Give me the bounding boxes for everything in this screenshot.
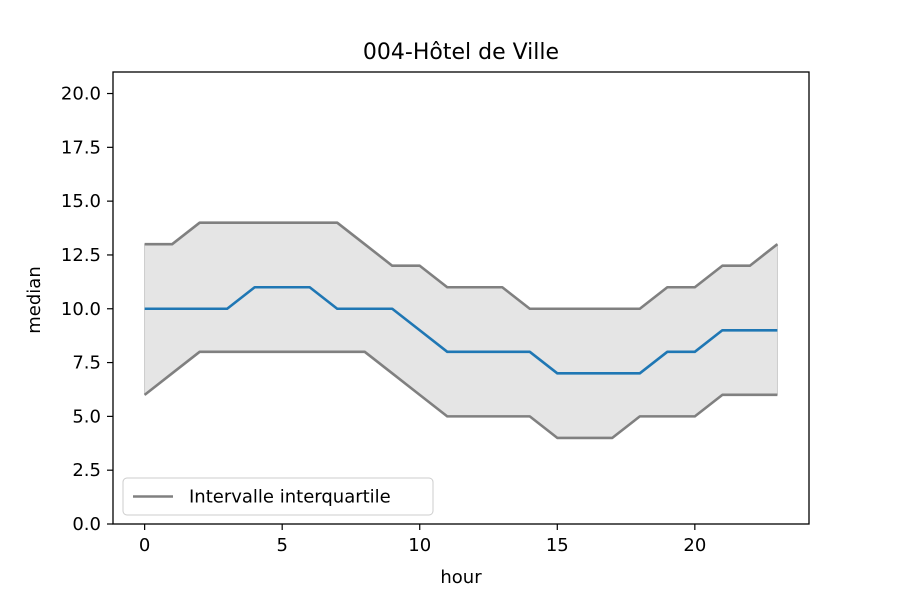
legend-box bbox=[122, 477, 434, 516]
y-tick-label: 15.0 bbox=[61, 191, 101, 212]
lower-quartile-line bbox=[143, 350, 778, 440]
y-axis-label: median bbox=[24, 266, 45, 333]
y-tick-label: 17.5 bbox=[61, 137, 101, 158]
y-tick-label: 10.0 bbox=[61, 299, 101, 320]
y-tick-label: 20.0 bbox=[61, 84, 101, 105]
chart-title: 004-Hôtel de Ville bbox=[363, 40, 559, 65]
x-axis-label: hour bbox=[440, 567, 482, 588]
x-tick-label: 0 bbox=[139, 535, 150, 556]
axes-frame bbox=[112, 71, 810, 525]
x-tick-label: 20 bbox=[683, 535, 706, 556]
y-tick-label: 2.5 bbox=[72, 460, 101, 481]
axes: 0 5 10 15 20 0.0 2.5 5.0 7.5 10.0 12.5 15.0 17.5 20.0 bbox=[61, 71, 810, 556]
y-tick-label: 7.5 bbox=[72, 353, 101, 374]
x-tick-label: 5 bbox=[276, 535, 287, 556]
y-tick-label: 12.5 bbox=[61, 245, 101, 266]
upper-quartile-line bbox=[144, 221, 779, 311]
x-tick-label: 15 bbox=[546, 535, 569, 556]
y-tick-label: 0.0 bbox=[72, 514, 101, 535]
y-tick-label: 5.0 bbox=[72, 406, 101, 427]
plot-area bbox=[143, 221, 779, 440]
legend-label: Intervalle interquartile bbox=[189, 487, 391, 508]
median-line bbox=[144, 285, 778, 375]
x-tick-label: 10 bbox=[408, 535, 431, 556]
legend: Intervalle interquartile bbox=[122, 477, 434, 516]
interquartile-band bbox=[144, 222, 778, 439]
